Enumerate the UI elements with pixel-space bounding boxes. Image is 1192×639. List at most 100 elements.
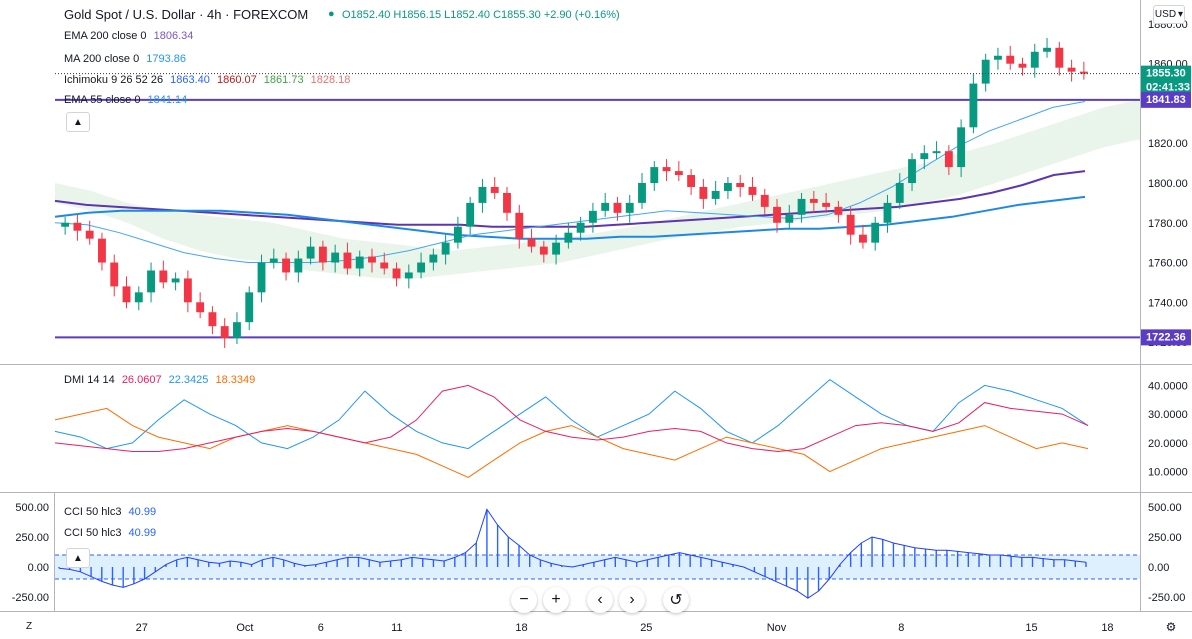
candle-body [748, 186, 757, 195]
candle-body [638, 183, 646, 203]
legend-ema55[interactable]: EMA 55 close 0 1841.14 [64, 94, 187, 106]
candle-body [1043, 47, 1051, 52]
collapse-legend-button[interactable]: ▲ [66, 112, 90, 132]
candle-body [318, 246, 327, 263]
cci-line [58, 508, 1087, 599]
candle-body [1079, 71, 1088, 74]
legend-cci-a[interactable]: CCI 50 hlc3 40.99 [64, 506, 156, 518]
candle-body [601, 202, 610, 211]
candle-body [343, 252, 352, 269]
candle-body [785, 214, 794, 223]
legend-ema200[interactable]: EMA 200 close 0 1806.34 [64, 30, 193, 42]
candle-body [625, 202, 634, 213]
cci-tick-label: 500.00 [1148, 502, 1182, 514]
series-line-ema-200 [54, 170, 1086, 228]
candle-body [282, 258, 290, 273]
dmi-value-1: 26.0607 [121, 374, 162, 386]
candle-body [269, 258, 278, 263]
candle-body [834, 206, 843, 215]
candle-body [662, 167, 671, 172]
time-tick-label: Nov [767, 622, 787, 634]
cci-tick-label-left: 0.00 [28, 562, 49, 574]
candle-body [576, 222, 585, 233]
dmi-tick-label: 10.0000 [1148, 467, 1188, 479]
scroll-left-button[interactable]: ‹ [587, 587, 613, 613]
candle-body [196, 302, 205, 313]
candle-body [944, 151, 953, 168]
ichimoku-label: Ichimoku 9 26 52 26 [64, 74, 164, 86]
candle-body [466, 202, 475, 227]
legend-cci-b[interactable]: CCI 50 hlc3 40.99 [64, 527, 156, 539]
candle-body [245, 292, 254, 323]
candle-body [429, 254, 438, 263]
candle-body [453, 226, 462, 243]
candle-body [306, 246, 315, 259]
zoom-out-button[interactable]: − [511, 587, 537, 613]
time-tick-label: 18 [515, 622, 527, 634]
candle-body [61, 222, 70, 227]
candle-body [994, 55, 1002, 60]
candle-body [233, 322, 241, 339]
candle-body [674, 171, 683, 176]
candle-body [85, 230, 94, 239]
cci-tick-label: 0.00 [1148, 562, 1169, 574]
candle-body [1006, 55, 1015, 64]
candle-body [539, 246, 548, 255]
time-tick-label: Oct [236, 622, 253, 634]
candle-body [392, 268, 401, 279]
legend-dmi[interactable]: DMI 14 14 26.0607 22.3425 18.3349 [64, 374, 255, 386]
candle-body [699, 186, 708, 199]
reset-chart-button[interactable]: ↺ [663, 587, 689, 613]
ma200-value: 1793.86 [146, 53, 187, 65]
dmi-label: DMI 14 14 [64, 374, 115, 386]
candle-body [773, 206, 781, 223]
candle-body [417, 262, 426, 273]
price-tick-label: 1820.00 [1148, 138, 1188, 150]
candle-body [809, 198, 818, 203]
chevron-left-icon: ‹ [597, 591, 603, 608]
candle-body [552, 242, 561, 255]
candle-body [895, 183, 904, 203]
candle-body [515, 212, 524, 239]
candle-body [920, 153, 929, 160]
candle-body [183, 278, 192, 303]
legend-ma200[interactable]: MA 200 close 0 1793.86 [64, 53, 186, 65]
ichimoku-value-3: 1861.73 [263, 74, 304, 86]
symbol-title[interactable]: Gold Spot / U.S. Dollar · 4h · FOREXCOM [64, 7, 308, 22]
time-tick-label: 11 [391, 622, 402, 634]
chevron-up-icon: ▲ [73, 116, 83, 128]
candle-body [331, 252, 340, 263]
candle-body [1018, 63, 1027, 68]
time-tick-label: 27 [136, 622, 148, 634]
currency-selector[interactable]: USD ▾ [1153, 5, 1185, 24]
collapse-cci-legend-button[interactable]: ▲ [66, 548, 90, 568]
candle-body [711, 190, 720, 199]
candle-body [441, 242, 450, 255]
market-status-icon: ● [328, 8, 335, 20]
minus-icon: − [519, 591, 529, 608]
level-low-badge-bg [1141, 329, 1191, 346]
last-price-badge-text: 1855.30 [1146, 68, 1186, 80]
cci-b-label: CCI 50 hlc3 [64, 527, 122, 539]
dmi-line-diplus [54, 378, 1089, 450]
candle-body [98, 238, 106, 263]
ohlc-readout: O1852.40 H1856.15 L1852.40 C1855.30 +2.9… [342, 9, 620, 21]
zoom-in-button[interactable]: + [543, 587, 569, 613]
ema55-value: 1841.14 [147, 94, 188, 106]
dmi-tick-label: 40.0000 [1148, 380, 1188, 392]
candle-body [588, 210, 597, 223]
legend-ichimoku[interactable]: Ichimoku 9 26 52 26 1863.40 1860.07 1861… [64, 74, 350, 86]
timezone-button[interactable]: Z [25, 621, 33, 632]
time-tick-label: 8 [898, 622, 904, 634]
candle-body [932, 151, 941, 154]
candle-body [650, 167, 659, 183]
ma200-label: MA 200 close 0 [64, 53, 140, 65]
level-low-badge-text: 1722.36 [1146, 331, 1186, 343]
candle-body [490, 186, 499, 193]
scroll-right-button[interactable]: › [619, 587, 645, 613]
currency-label: USD [1154, 9, 1177, 20]
candle-body [981, 59, 990, 84]
cci-a-value: 40.99 [128, 506, 157, 518]
settings-gear-icon[interactable]: ⚙ [1165, 620, 1177, 634]
